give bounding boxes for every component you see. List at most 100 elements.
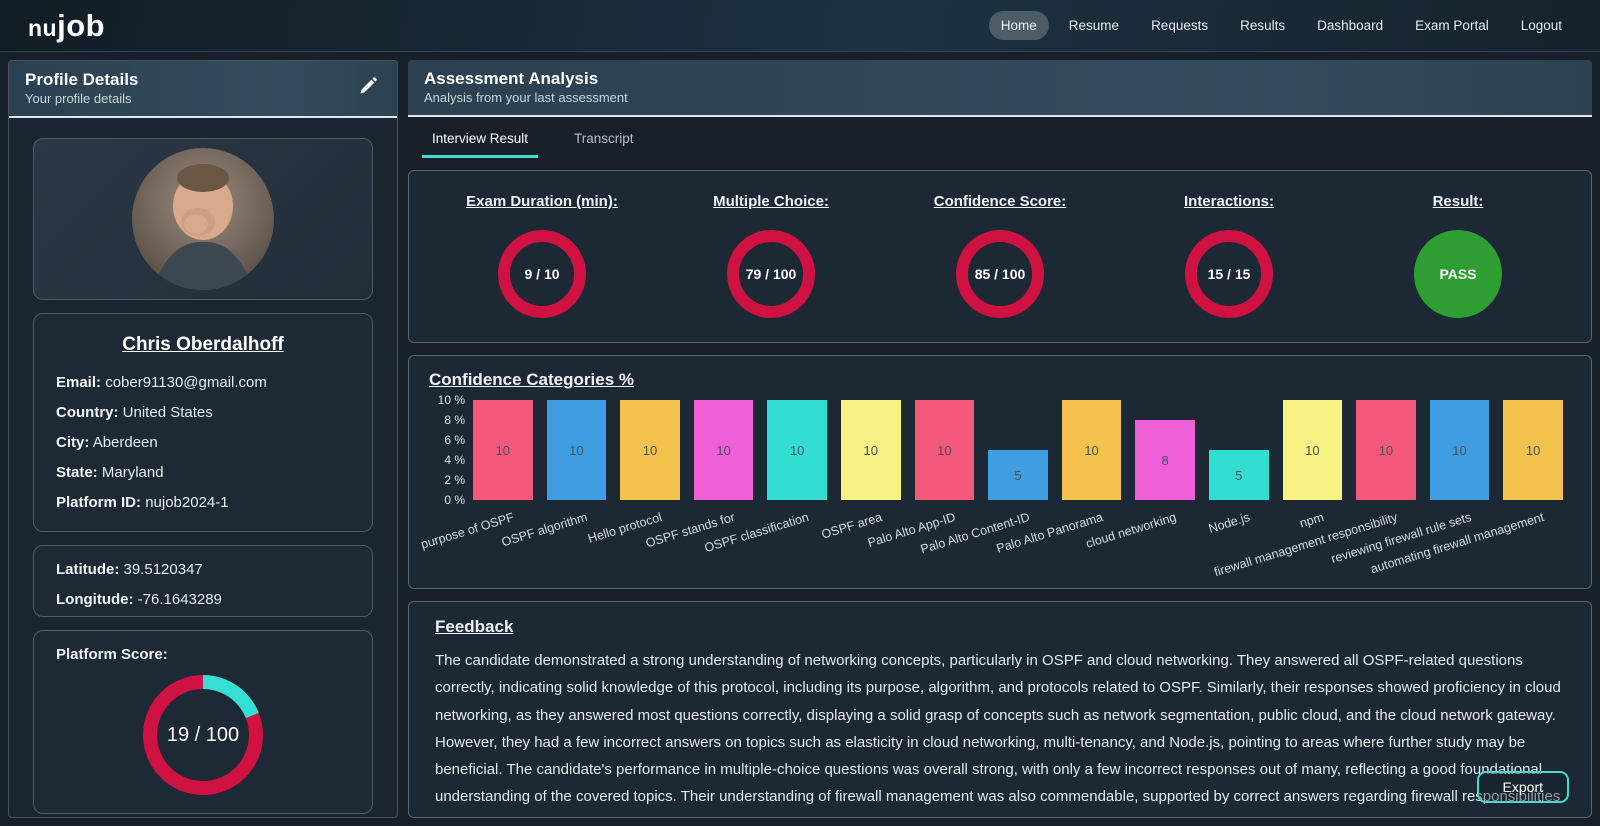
assessment-tabs: Interview Result Transcript [408,119,1592,158]
bar-value-label: 10 [716,442,731,458]
profile-panel-body: Chris Oberdalhoff Email: cober91130@gmai… [9,118,397,817]
bar-slot: 10 [1356,400,1416,500]
profile-fields: Email: cober91130@gmail.com Country: Unit… [56,374,350,511]
field-label: Latitude: [56,561,120,578]
platform-score-card: Platform Score: 19 / 100 [33,630,373,814]
profile-info-card: Chris Oberdalhoff Email: cober91130@gmai… [33,313,373,532]
y-axis-tick: 8 % [444,413,465,427]
profile-name: Chris Oberdalhoff [122,334,284,355]
profile-panel-title: Profile Details [25,70,139,89]
top-navbar: nujob Home Resume Requests Results Dashboard… [0,0,1600,52]
bar-cloud-networking: 8 [1135,420,1195,500]
stat-label: Exam Duration (min): [466,193,618,210]
y-axis-tick: 6 % [444,433,465,447]
tab-interview-result[interactable]: Interview Result [422,119,539,158]
confidence-chart-title: Confidence Categories % [429,370,634,389]
coordinates-card: Latitude: 39.5120347 Longitude: -76.16432… [33,545,373,617]
stat-confidence-score: Confidence Score: 85 / 100 [915,193,1085,318]
profile-field: State: Maryland [56,464,350,481]
app-logo[interactable]: nujob [28,8,105,44]
stat-label: Interactions: [1183,193,1274,210]
bar-ospf-algorithm: 10 [546,400,607,500]
tab-transcript[interactable]: Transcript [574,131,634,146]
platform-score-label: Platform Score: [56,646,168,663]
bar-palo-alto-content-id: 5 [988,450,1048,500]
bar-npm: 10 [1282,400,1343,500]
feedback-card: Feedback The candidate demonstrated a st… [408,601,1592,818]
x-label-slot: OSPF classification [702,500,827,572]
bar-slot: 10 [693,400,754,500]
edit-profile-button[interactable] [355,75,381,101]
nav-menu: Home Resume Requests Results Dashboard Exam P… [988,11,1574,40]
profile-field: City: Aberdeen [56,434,350,451]
stat-value: 15 / 15 [1207,266,1251,282]
stat-label: Confidence Score: [933,193,1067,210]
profile-photo [132,148,274,290]
stat-ring: 79 / 100 [727,230,815,318]
assessment-stats-card: Exam Duration (min): 9 / 10 Multiple Choic… [408,170,1592,343]
bar-slot: 10 [1061,400,1122,500]
bar-value-label: 10 [863,442,878,458]
stat-multiple-choice: Multiple Choice: 79 / 100 [686,193,856,318]
y-axis-tick: 4 % [444,453,465,467]
bar-value-label: 10 [1525,442,1541,458]
stat-value: 85 / 100 [974,266,1026,282]
nav-item-resume[interactable]: Resume [1068,18,1120,33]
assessment-analysis-panel: Assessment Analysis Analysis from your l… [408,60,1592,818]
field-label: Email: [56,374,102,391]
bar-reviewing-firewall-rule-sets: 10 [1429,400,1490,500]
page-content: Profile Details Your profile details [0,52,1600,818]
logo-text-nu: nu [28,14,58,41]
bar-slot: 5 [988,400,1048,500]
logo-text-job: job [57,7,106,43]
profile-field: Longitude: -76.1643289 [56,591,350,608]
assessment-panel-header: Assessment Analysis Analysis from your l… [408,60,1592,117]
export-button[interactable]: Export [1476,771,1569,803]
stat-label: Multiple Choice: [713,193,829,210]
profile-field: Country: United States [56,404,350,421]
stat-value: 9 / 10 [524,266,560,282]
bar-slot: 10 [620,400,680,500]
bar-value-label: 10 [495,442,511,458]
bar-value-label: 5 [1235,467,1243,483]
bar-firewall-management-responsibility: 10 [1356,400,1416,500]
stat-result: Result: PASS [1373,193,1543,318]
stat-exam-duration-min: Exam Duration (min): 9 / 10 [457,193,627,318]
field-label: Country: [56,404,119,421]
bar-value-label: 10 [1305,442,1320,458]
x-axis-label: npm [1298,510,1326,531]
stat-ring: 9 / 10 [498,230,586,318]
field-value: cober91130@gmail.com [105,374,267,391]
x-label-slot: cloud networking [1084,500,1195,572]
stat-value: PASS [1439,266,1477,282]
chart-plot-area: 10 10 10 10 10 10 10 5 10 8 5 10 10 10 10 [473,400,1569,500]
bar-slot: 10 [1429,400,1490,500]
nav-item-logout[interactable]: Logout [1520,18,1562,33]
nav-item-home[interactable]: Home [988,11,1049,40]
stat-value: 79 / 100 [745,266,797,282]
bar-value-label: 10 [1378,442,1394,458]
nav-item-results[interactable]: Results [1240,18,1286,33]
nav-item-dashboard[interactable]: Dashboard [1317,18,1384,33]
bar-slot: 10 [840,400,901,500]
stat-label: Result: [1432,193,1484,210]
nav-item-exam-portal[interactable]: Exam Portal [1415,18,1489,33]
profile-details-panel: Profile Details Your profile details [8,60,398,818]
stat-ring: 85 / 100 [956,230,1044,318]
bar-slot: 10 [1503,400,1563,500]
bar-slot: 8 [1135,400,1195,500]
bar-purpose-of-ospf: 10 [473,400,533,500]
bar-ospf-stands-for: 10 [693,400,754,500]
platform-score-chart-wrap: 19 / 100 [56,675,350,795]
field-label: State: [56,464,98,481]
field-label: Longitude: [56,591,134,608]
x-label-slot: automating firewall management [1369,500,1563,576]
coordinate-fields: Latitude: 39.5120347 Longitude: -76.16432… [56,561,350,608]
nav-item-requests[interactable]: Requests [1151,18,1209,33]
bar-slot: 10 [767,400,827,500]
field-value: Aberdeen [92,434,158,451]
result-pass-circle: PASS [1414,230,1502,318]
bar-slot: 10 [546,400,607,500]
chart-y-axis: 10 % 8 % 6 % 4 % 2 % 0 % [427,393,473,507]
profile-field: Email: cober91130@gmail.com [56,374,350,391]
